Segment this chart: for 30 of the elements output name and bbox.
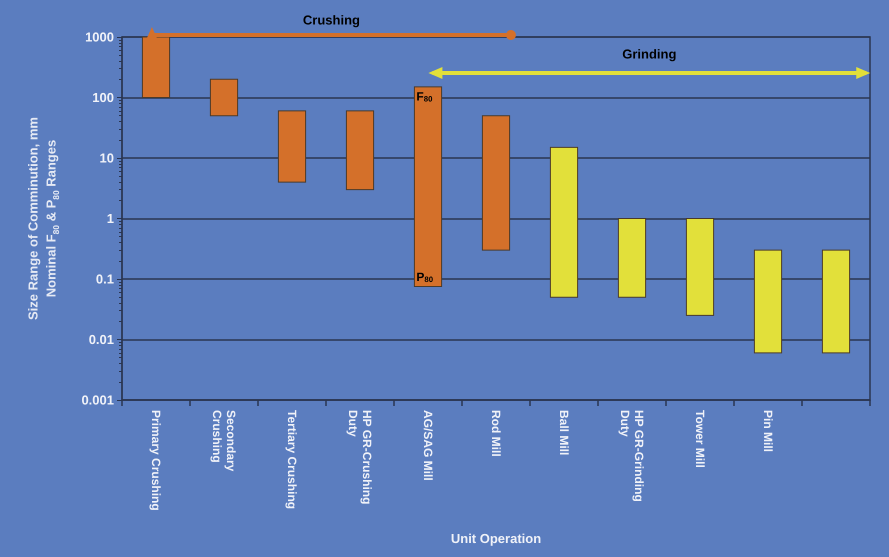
y-tick-label: 100 bbox=[92, 90, 114, 105]
y-tick-label: 0.001 bbox=[81, 392, 114, 408]
y-tick-label: 0.01 bbox=[88, 332, 114, 347]
bar bbox=[618, 218, 646, 298]
bar bbox=[822, 250, 850, 354]
annotation: Grinding bbox=[622, 46, 676, 62]
x-tick-label: Ball Mill bbox=[557, 410, 571, 456]
x-tick-label: Rod Mill bbox=[489, 410, 503, 457]
x-tick-label: Primary Crushing bbox=[149, 410, 163, 511]
bar bbox=[686, 218, 714, 316]
text: Crushing bbox=[302, 12, 360, 28]
bar bbox=[550, 146, 578, 298]
bar bbox=[754, 250, 782, 354]
bar bbox=[278, 110, 306, 183]
y-tick-label: 1 bbox=[106, 211, 114, 226]
x-tick-label: HP GR-Grinding Duty bbox=[618, 410, 646, 506]
bar bbox=[210, 78, 238, 116]
y-tick-label: 1000 bbox=[85, 30, 114, 44]
bar bbox=[346, 110, 374, 190]
x-tick-label: Secondary Crushing bbox=[210, 410, 238, 475]
bar bbox=[414, 86, 442, 288]
x-tick-label: Tower Mill bbox=[693, 410, 707, 468]
x-tick-label: Tertiary Crushing bbox=[285, 410, 299, 510]
x-axis-title: Unit Operation bbox=[450, 531, 542, 546]
bar bbox=[482, 115, 510, 251]
x-tick-label: HP GR-Crushing Duty bbox=[346, 410, 374, 508]
x-tick-label: AG/SAG Mill bbox=[421, 410, 435, 481]
y-tick-label: 0.1 bbox=[96, 272, 114, 286]
x-tick-label: Pin Mill bbox=[761, 410, 775, 452]
y-tick-label: 10 bbox=[100, 150, 114, 166]
